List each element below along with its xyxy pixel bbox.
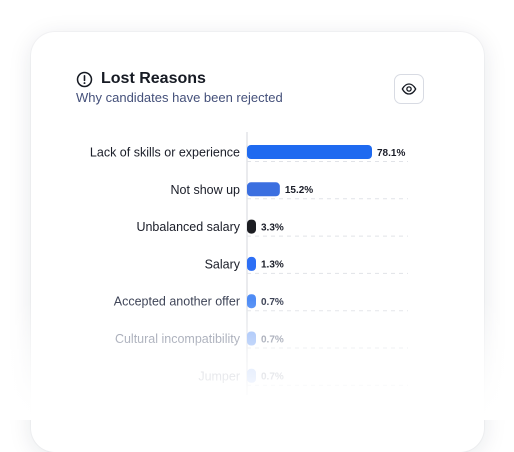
category-label: Accepted another offer (114, 295, 240, 309)
bar[interactable] (247, 294, 256, 309)
value-label: 78.1% (377, 148, 405, 159)
value-label: 3.3% (261, 222, 284, 233)
bar[interactable] (247, 368, 256, 383)
category-label: Jumper (198, 369, 240, 383)
value-label: 15.2% (285, 185, 313, 196)
bar[interactable] (247, 145, 372, 159)
bar[interactable] (247, 331, 256, 346)
value-label: 0.7% (261, 297, 284, 308)
bar[interactable] (247, 182, 280, 197)
value-label: 1.3% (261, 260, 284, 271)
value-label: 0.7% (261, 372, 284, 383)
category-label: Lack of skills or experience (90, 146, 240, 160)
category-label: Cultural incompatibility (115, 332, 241, 346)
lost-reasons-bar-chart: Lack of skills or experience 78.1% Not sho… (90, 132, 408, 395)
card-header: Lost Reasons (76, 70, 206, 88)
category-label: Salary (205, 257, 241, 271)
card-subtitle: Why candidates have been rejected (76, 90, 283, 105)
category-label: Unbalanced salary (136, 220, 240, 234)
card-title: Lost Reasons (101, 70, 206, 87)
bar[interactable] (247, 219, 256, 234)
bar[interactable] (247, 256, 256, 271)
alert-circle-icon (76, 71, 93, 87)
eye-icon (401, 83, 417, 95)
category-label: Not show up (171, 183, 241, 197)
value-label: 0.7% (261, 334, 284, 345)
view-button[interactable] (394, 74, 424, 104)
